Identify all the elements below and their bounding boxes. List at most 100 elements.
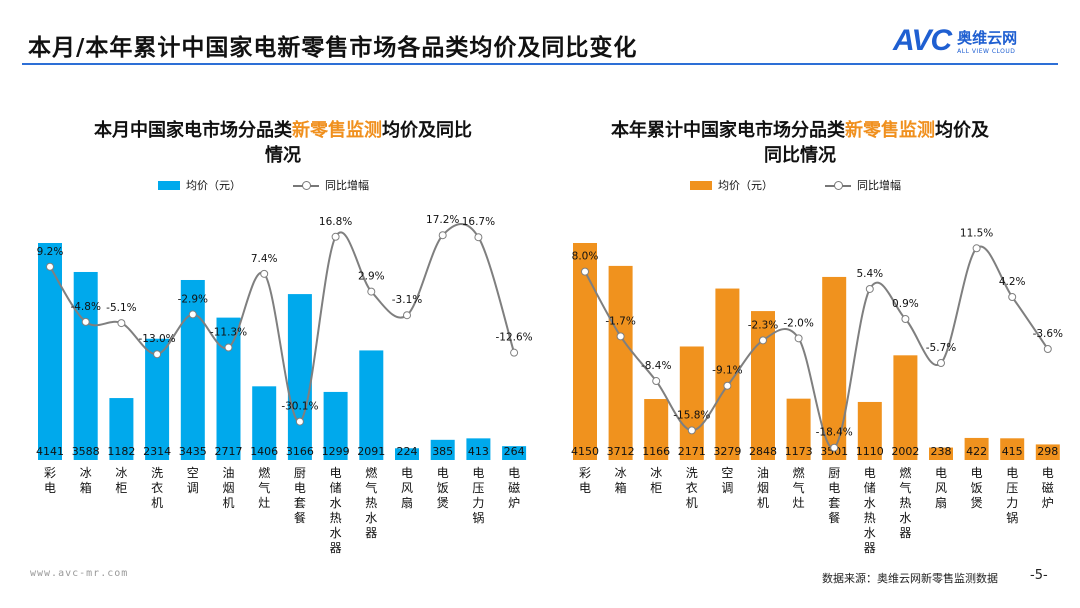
category-label: 风 bbox=[935, 481, 947, 495]
category-label: 套 bbox=[294, 496, 306, 510]
category-label: 热 bbox=[365, 496, 377, 510]
left-legend: 均价（元） 同比增幅 bbox=[158, 177, 369, 193]
category-label: 燃 bbox=[793, 465, 805, 480]
line-point bbox=[794, 334, 803, 343]
bar-value-label: 1182 bbox=[107, 445, 135, 458]
line-point bbox=[81, 317, 90, 326]
category-label: 扇 bbox=[401, 495, 413, 510]
category-label: 热 bbox=[899, 496, 911, 510]
line-point bbox=[260, 269, 269, 278]
page-title: 本月/本年累计中国家电新零售市场各品类均价及同比变化 bbox=[28, 35, 638, 61]
category-label: 厨 bbox=[294, 466, 306, 480]
line-value-label: 16.7% bbox=[462, 216, 495, 228]
category-label: 烟 bbox=[757, 481, 769, 495]
line-value-label: 4.2% bbox=[999, 276, 1026, 288]
legend-bar-swatch bbox=[690, 180, 712, 190]
category-label: 炉 bbox=[508, 496, 520, 510]
bar bbox=[145, 338, 170, 460]
line-point bbox=[687, 426, 696, 435]
line-point bbox=[438, 231, 447, 240]
category-label: 水 bbox=[899, 511, 911, 525]
legend-bar-label: 均价（元） bbox=[718, 179, 773, 192]
line-point bbox=[937, 359, 945, 368]
page-number: -5- bbox=[1030, 568, 1048, 583]
bar bbox=[1035, 444, 1060, 460]
bar bbox=[857, 401, 882, 460]
category-label: 空 bbox=[187, 466, 199, 480]
category-label: 箱 bbox=[615, 480, 627, 495]
line-value-label: -2.3% bbox=[748, 319, 778, 331]
category-label: 冰 bbox=[650, 466, 662, 480]
line-point bbox=[224, 343, 233, 352]
category-label: 套 bbox=[828, 496, 840, 510]
category-label: 洗 bbox=[686, 466, 698, 480]
category-label: 热 bbox=[330, 511, 342, 525]
bar bbox=[395, 448, 419, 460]
line-point bbox=[403, 311, 411, 320]
category-label: 电 bbox=[1042, 466, 1054, 480]
bar bbox=[109, 398, 134, 460]
bar-value-label: 415 bbox=[1002, 445, 1023, 458]
line-point bbox=[1008, 292, 1017, 301]
category-label: 灶 bbox=[258, 496, 270, 510]
bar-value-label: 3435 bbox=[179, 445, 207, 458]
category-label: 储 bbox=[864, 480, 876, 495]
category-label: 冰 bbox=[615, 466, 627, 480]
category-label: 电 bbox=[935, 466, 947, 480]
line-point bbox=[153, 350, 162, 359]
category-label: 电 bbox=[508, 466, 520, 480]
line-point bbox=[46, 262, 54, 271]
category-label: 洗 bbox=[151, 466, 163, 480]
category-label: 冰 bbox=[80, 466, 92, 480]
bar-value-label: 2314 bbox=[143, 445, 171, 458]
category-label: 力 bbox=[1006, 496, 1018, 510]
category-label: 彩 bbox=[579, 466, 591, 480]
bar-value-label: 264 bbox=[504, 445, 525, 458]
category-label: 电 bbox=[828, 481, 840, 495]
category-label: 燃 bbox=[258, 465, 270, 480]
bar-value-label: 2171 bbox=[678, 445, 706, 458]
bar-value-label: 2091 bbox=[357, 445, 385, 458]
bar bbox=[786, 398, 811, 460]
line-value-label: -2.0% bbox=[783, 317, 813, 329]
line-point bbox=[830, 443, 839, 452]
bar bbox=[644, 399, 669, 460]
left-chart: 4141彩电3588冰箱1182冰柜2314洗衣机3435空调2717油烟机14… bbox=[36, 214, 533, 555]
bar bbox=[216, 317, 241, 460]
category-label: 扇 bbox=[935, 495, 947, 510]
line-value-label: 17.2% bbox=[426, 214, 459, 226]
line-value-label: -2.9% bbox=[178, 293, 208, 305]
bar-value-label: 1299 bbox=[322, 445, 350, 458]
header-divider bbox=[22, 63, 1058, 65]
line-point bbox=[117, 319, 126, 328]
legend-line-label: 同比增幅 bbox=[325, 179, 369, 192]
line-value-label: -12.6% bbox=[496, 332, 533, 344]
category-label: 电 bbox=[330, 466, 342, 480]
category-label: 柜 bbox=[650, 481, 662, 495]
line-point bbox=[331, 232, 340, 241]
line-value-label: -18.4% bbox=[816, 427, 853, 439]
bar-value-label: 3712 bbox=[607, 445, 635, 458]
line-point bbox=[972, 244, 981, 253]
category-label: 水 bbox=[864, 526, 876, 540]
category-label: 机 bbox=[151, 496, 163, 510]
category-label: 调 bbox=[187, 481, 199, 495]
category-label: 器 bbox=[899, 526, 911, 540]
bar-value-label: 1173 bbox=[785, 445, 813, 458]
bar bbox=[929, 447, 953, 460]
bar-value-label: 1110 bbox=[856, 445, 884, 458]
category-label: 调 bbox=[721, 481, 733, 495]
right-legend: 均价（元） 同比增幅 bbox=[690, 177, 901, 193]
category-label: 磁 bbox=[508, 480, 520, 495]
category-label: 气 bbox=[365, 480, 377, 495]
bar-value-label: 3588 bbox=[72, 445, 100, 458]
line-value-label: -5.1% bbox=[106, 302, 136, 314]
line-value-label: -11.3% bbox=[210, 327, 247, 339]
bar-value-label: 1406 bbox=[250, 445, 278, 458]
legend-line-swatch bbox=[825, 180, 851, 190]
bar-value-label: 422 bbox=[966, 445, 987, 458]
category-label: 器 bbox=[864, 541, 876, 555]
category-label: 饭 bbox=[437, 481, 449, 495]
category-label: 餐 bbox=[294, 510, 306, 525]
